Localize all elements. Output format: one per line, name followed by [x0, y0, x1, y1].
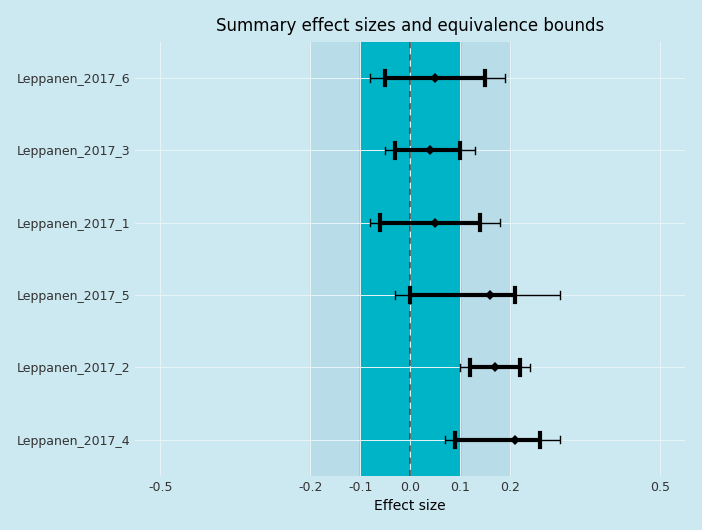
- Title: Summary effect sizes and equivalence bounds: Summary effect sizes and equivalence bou…: [216, 16, 604, 34]
- Bar: [360, 42, 461, 476]
- X-axis label: Effect size: Effect size: [374, 499, 446, 514]
- Bar: [310, 42, 510, 476]
